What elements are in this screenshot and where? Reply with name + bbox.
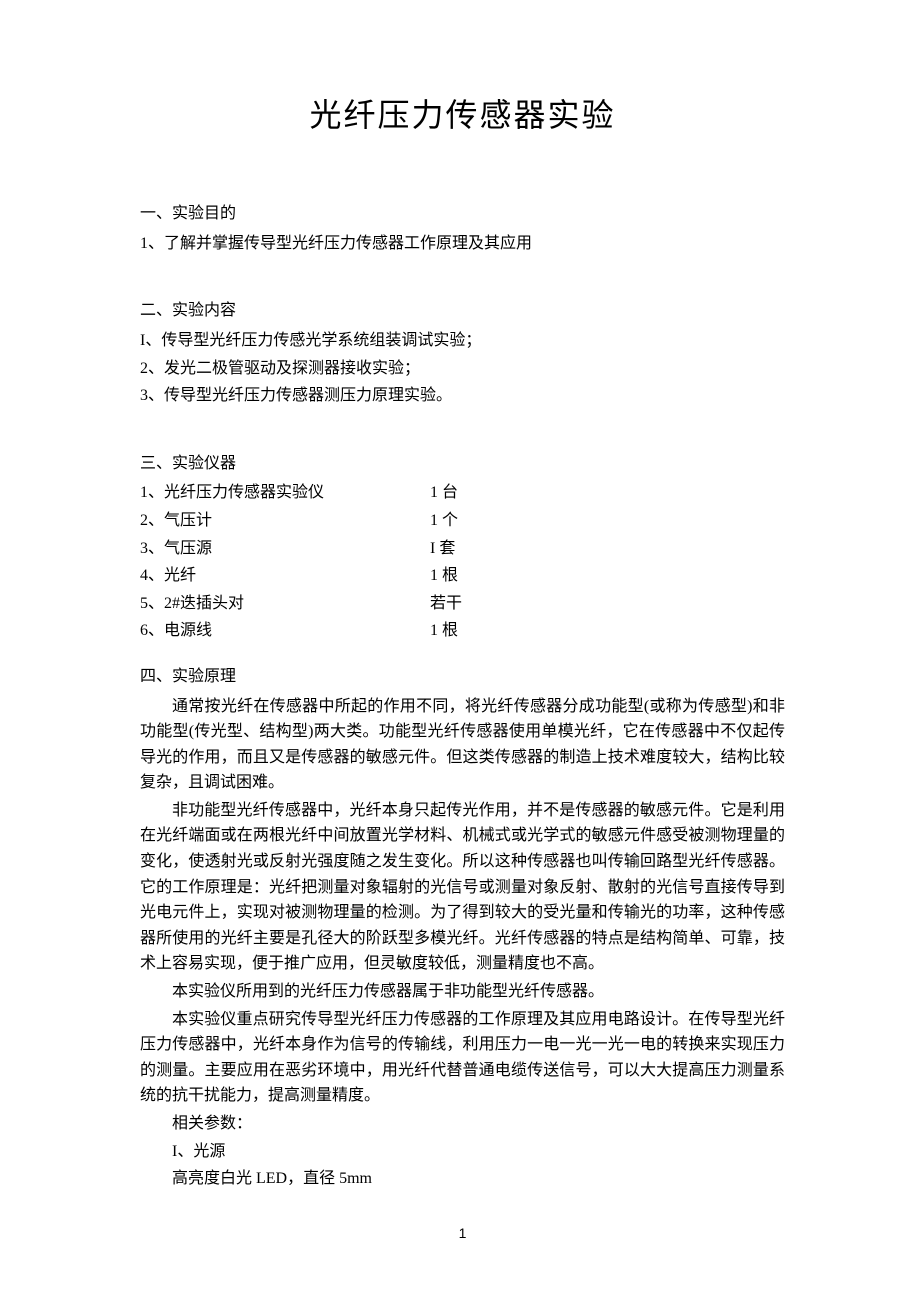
section1-item-1: 1、了解并掌握传导型光纤压力传感器工作原理及其应用 [140, 231, 785, 257]
section4-para-2: 非功能型光纤传感器中，光纤本身只起传光作用，并不是传感器的敏感元件。它是利用在光… [140, 798, 785, 977]
equipment-qty: I 套 [430, 536, 455, 562]
section3-heading: 三、实验仪器 [140, 451, 785, 477]
section4-para-4: 本实验仪重点研究传导型光纤压力传感器的工作原理及其应用电路设计。在传导型光纤压力… [140, 1007, 785, 1109]
equipment-row: 6、电源线 1 根 [140, 618, 785, 644]
section2-item-2: 2、发光二极管驱动及探测器接收实验； [140, 356, 785, 382]
section4-para-3: 本实验仪所用到的光纤压力传感器属于非功能型光纤传感器。 [140, 979, 785, 1005]
section2-heading: 二、实验内容 [140, 298, 785, 324]
section1-heading: 一、实验目的 [140, 201, 785, 227]
equipment-row: 4、光纤 1 根 [140, 563, 785, 589]
equipment-qty: 若干 [430, 591, 462, 617]
equipment-row: 5、2#迭插头对 若干 [140, 591, 785, 617]
equipment-row: 2、气压计 1 个 [140, 508, 785, 534]
params-heading: 相关参数： [140, 1111, 785, 1137]
equipment-name: 6、电源线 [140, 618, 430, 644]
equipment-qty: 1 根 [430, 618, 458, 644]
equipment-list: 1、光纤压力传感器实验仪 1 台 2、气压计 1 个 3、气压源 I 套 4、光… [140, 480, 785, 644]
document-title: 光纤压力传感器实验 [140, 90, 785, 141]
params-item-2: 高亮度白光 LED，直径 5mm [140, 1166, 785, 1192]
equipment-qty: 1 台 [430, 480, 458, 506]
equipment-name: 4、光纤 [140, 563, 430, 589]
equipment-name: 3、气压源 [140, 536, 430, 562]
equipment-name: 1、光纤压力传感器实验仪 [140, 480, 430, 506]
equipment-name: 2、气压计 [140, 508, 430, 534]
page-number: 1 [140, 1222, 785, 1244]
equipment-row: 1、光纤压力传感器实验仪 1 台 [140, 480, 785, 506]
equipment-row: 3、气压源 I 套 [140, 536, 785, 562]
section2-item-1: I、传导型光纤压力传感光学系统组装调试实验； [140, 328, 785, 354]
section2-item-3: 3、传导型光纤压力传感器测压力原理实验。 [140, 383, 785, 409]
equipment-name: 5、2#迭插头对 [140, 591, 430, 617]
section4-heading: 四、实验原理 [140, 664, 785, 690]
equipment-qty: 1 个 [430, 508, 458, 534]
params-item-1: I、光源 [140, 1139, 785, 1165]
section4-para-1: 通常按光纤在传感器中所起的作用不同，将光纤传感器分成功能型(或称为传感型)和非功… [140, 694, 785, 796]
equipment-qty: 1 根 [430, 563, 458, 589]
